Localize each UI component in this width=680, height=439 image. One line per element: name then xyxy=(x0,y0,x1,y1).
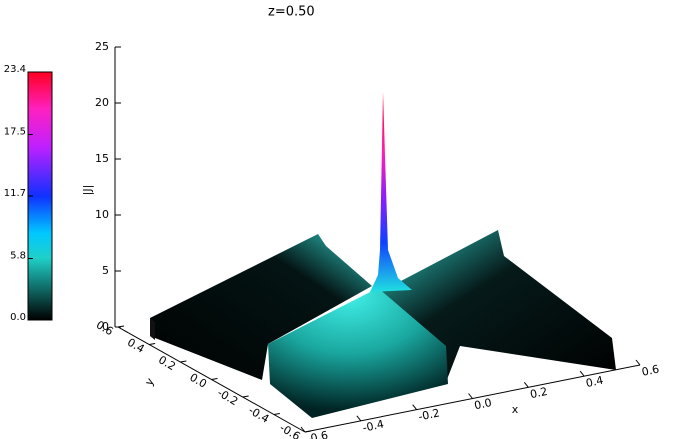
surface xyxy=(150,92,616,418)
x-tick xyxy=(523,382,529,388)
y-tick xyxy=(180,360,187,363)
x-tick-label: 0.0 xyxy=(473,396,493,412)
z-tick-label: 25 xyxy=(95,40,109,53)
x-tick-label: -0.6 xyxy=(306,429,330,439)
y-axis-label: y xyxy=(142,375,157,388)
x-tick-label: -0.4 xyxy=(361,418,385,435)
x-tick xyxy=(468,393,473,399)
colorbar-tick-label: 5.8 xyxy=(10,251,26,262)
x-tick-label: 0.2 xyxy=(529,385,549,401)
y-tick xyxy=(242,395,249,398)
y-tick-label: -0.4 xyxy=(246,404,271,426)
y-tick-label: -0.6 xyxy=(277,421,302,439)
colorbar-tick-label: 17.5 xyxy=(4,127,26,138)
z-tick-label: 0 xyxy=(102,320,109,333)
colorbar-tick-label: 11.7 xyxy=(4,188,26,199)
y-tick-label: -0.2 xyxy=(215,386,240,408)
z-tick-label: 10 xyxy=(95,208,109,221)
y-tick xyxy=(304,430,312,433)
z-axis-label: |J| xyxy=(81,185,94,196)
colorbar-tick-label: 23.4 xyxy=(4,64,26,75)
x-tick-label: -0.2 xyxy=(417,406,441,423)
y-tick-label: 0.6 xyxy=(94,318,116,338)
y-tick xyxy=(117,325,125,328)
x-tick xyxy=(300,426,306,433)
y-tick xyxy=(211,378,218,380)
x-tick xyxy=(412,404,418,410)
z-tick-label: 15 xyxy=(95,152,109,165)
x-axis-label: x xyxy=(512,403,519,416)
y-tick-label: 0.4 xyxy=(125,336,147,356)
y-tick xyxy=(273,413,280,415)
x-tick xyxy=(356,415,362,422)
x-tick-label: 0.4 xyxy=(585,374,605,390)
colorbar-tick-label: 0.0 xyxy=(10,312,26,323)
chart-title: z=0.50 xyxy=(268,5,315,20)
y-tick-label: 0.0 xyxy=(187,371,209,391)
x-tick-label: 0.6 xyxy=(641,363,661,379)
z-tick-label: 20 xyxy=(95,96,109,109)
x-tick xyxy=(635,359,641,366)
z-tick-label: 5 xyxy=(102,264,109,277)
y-tick-label: 0.2 xyxy=(156,353,178,373)
y-tick xyxy=(149,343,156,345)
x-tick xyxy=(579,370,585,377)
